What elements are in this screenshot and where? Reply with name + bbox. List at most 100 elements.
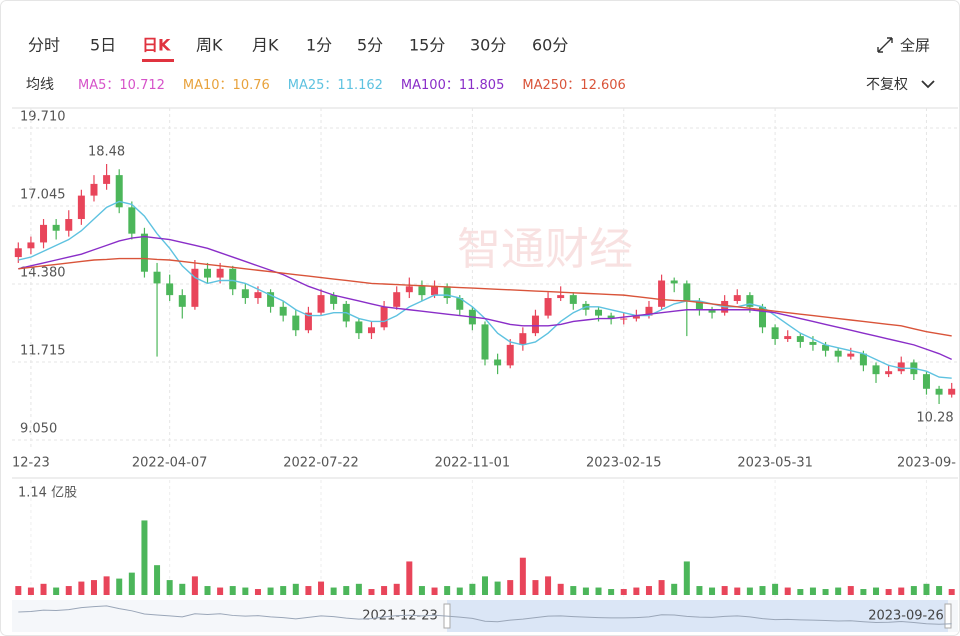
volume-bar [746, 587, 753, 595]
candle-body [128, 207, 136, 234]
legend-entry: MA100：11.805 [401, 78, 504, 93]
candle-body [254, 292, 262, 299]
tab[interactable]: 30分 [470, 36, 506, 55]
candle-body [885, 371, 893, 375]
candle-body [569, 295, 577, 304]
volume-bar [444, 586, 451, 595]
volume-bar [797, 589, 804, 595]
volume-bar [608, 589, 615, 595]
volume-bar [658, 580, 665, 595]
volume-bar [545, 576, 552, 595]
volume-bar [154, 565, 161, 595]
legend-value: 11.162 [337, 78, 383, 93]
tab[interactable]: 5分 [357, 36, 383, 55]
candle-body [822, 344, 830, 351]
tab[interactable]: 周K [196, 36, 223, 55]
volume-bar [191, 576, 198, 595]
candle-body [922, 374, 930, 389]
watermark: 智通财经 [457, 224, 633, 275]
handle[interactable] [944, 603, 952, 629]
tab[interactable]: 15分 [409, 36, 445, 55]
ma-line [18, 257, 952, 337]
candle-body [405, 286, 413, 293]
x-tick-label: 12-23 [12, 456, 50, 471]
fullscreen-icon[interactable] [877, 37, 893, 53]
tab[interactable]: 1分 [306, 36, 332, 55]
min-label: 10.28 [916, 411, 953, 426]
legend-entry: MA250：12.606 [522, 78, 625, 93]
x-tick-label: 2023-02-15 [586, 456, 662, 471]
volume-bar [116, 578, 123, 595]
volume-bar [696, 586, 703, 595]
candle-body [847, 353, 855, 357]
candle-body [758, 306, 766, 328]
candle-body [418, 286, 426, 296]
volume-bar [898, 587, 905, 595]
nav-end: 2023-09-26 [868, 609, 944, 624]
legend-value: 10.712 [119, 78, 165, 93]
volume-bar [873, 587, 880, 595]
volume-bar [847, 586, 854, 595]
volume-bar [242, 587, 249, 595]
volume-bar [835, 587, 842, 595]
candle-body [456, 298, 464, 310]
candle-body [746, 295, 754, 307]
candle-body [695, 300, 703, 310]
volume-bar [78, 581, 85, 595]
candle-body [103, 175, 111, 184]
adjust[interactable]: 不复权 [866, 76, 908, 93]
candle-body [166, 283, 174, 296]
fullscreen[interactable]: 全屏 [900, 37, 930, 55]
max-label: 18.48 [88, 145, 125, 160]
volume-bar [721, 586, 728, 595]
candle-body [241, 289, 249, 299]
candle-body [204, 268, 212, 278]
tab[interactable]: 5日 [90, 36, 116, 55]
volume-bar [570, 586, 577, 595]
candle-body [178, 295, 186, 307]
volume-bar [330, 587, 337, 595]
volume-bar [772, 583, 779, 595]
candle-body [40, 224, 48, 243]
tab[interactable]: 分时 [28, 36, 60, 55]
legend-name: MA250： [522, 78, 580, 93]
volume-bar [885, 589, 892, 595]
volume-bar [40, 583, 47, 595]
volume-bar [53, 587, 60, 595]
candle-body [90, 183, 98, 196]
candle-body [733, 295, 741, 301]
candle-body [796, 336, 804, 342]
candle-body [229, 268, 237, 290]
tab[interactable]: 60分 [532, 36, 568, 55]
volume-bar [166, 580, 173, 595]
candle-body [317, 295, 325, 313]
candle-body [595, 309, 603, 316]
legend-value: 12.606 [580, 78, 626, 93]
candle-body [27, 242, 35, 249]
candle-body [14, 248, 22, 258]
candle-body [494, 359, 502, 366]
navigator-window[interactable] [447, 600, 948, 632]
volume-bar [822, 589, 829, 595]
volume-bar [204, 586, 211, 595]
volume-bar [15, 586, 22, 595]
tab[interactable]: 日K [142, 36, 171, 55]
dropdown-icon[interactable] [921, 80, 935, 89]
candle-body [658, 280, 666, 307]
volume-bar [595, 587, 602, 595]
candle-body [304, 312, 312, 331]
candle-body [481, 324, 489, 360]
volume-bar [784, 587, 791, 595]
legend-entry: MA25：11.162 [288, 78, 383, 93]
tab[interactable]: 月K [252, 36, 279, 55]
candle-body [834, 350, 842, 357]
tab-underline [142, 59, 174, 62]
candle-body [330, 295, 338, 304]
volume-bar [65, 586, 72, 595]
volume-bar [343, 586, 350, 595]
candle-body [872, 365, 880, 375]
y-tick-label: 9.050 [20, 422, 57, 437]
volume-bar [406, 561, 413, 595]
volume-bar [431, 587, 438, 595]
